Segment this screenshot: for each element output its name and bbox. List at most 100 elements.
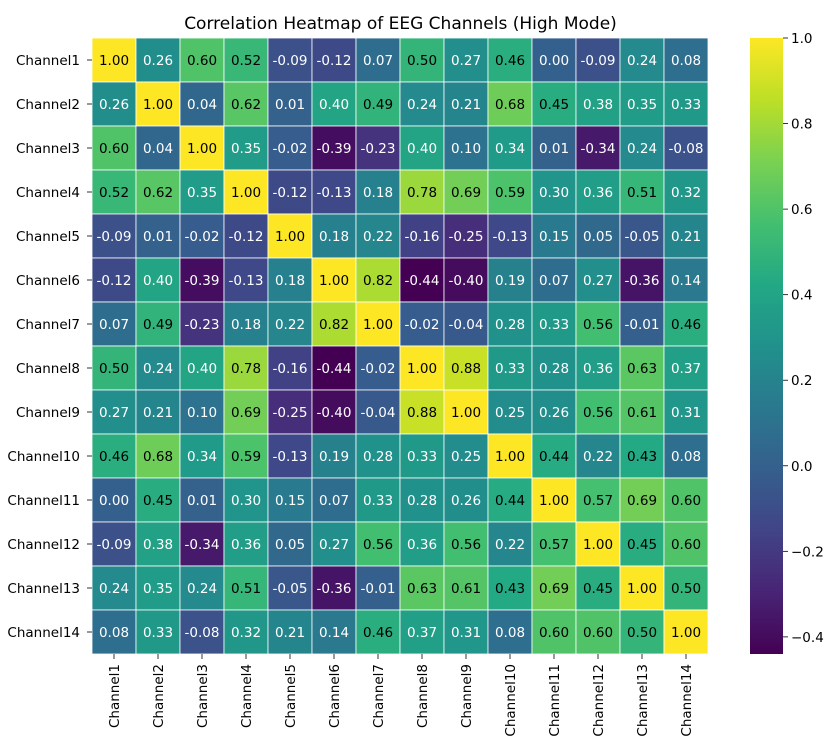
cell-value-label: 0.04	[143, 141, 173, 157]
column-tick-label: Channel14	[679, 664, 695, 737]
cell-value-label: 0.25	[451, 449, 481, 465]
cell-value-label: 0.28	[363, 449, 393, 465]
cell-value-label: 0.63	[627, 361, 657, 377]
cell-value-label: 1.00	[583, 537, 613, 553]
heatmap-cell	[355, 169, 401, 215]
cell-value-label: 0.59	[495, 185, 525, 201]
cell-value-label: 0.27	[583, 273, 613, 289]
heatmap-cell	[663, 213, 709, 259]
cell-value-label: 0.78	[231, 361, 261, 377]
cell-value-label: 0.15	[539, 229, 569, 245]
cell-value-label: 0.37	[671, 361, 701, 377]
cell-value-label: 0.07	[363, 53, 393, 69]
cell-value-label: -0.01	[361, 581, 396, 597]
heatmap-cell	[619, 565, 665, 611]
cell-value-label: 1.00	[671, 625, 701, 641]
cell-value-label: 0.45	[583, 581, 613, 597]
colorbar-tick-label: 1.0	[791, 31, 812, 47]
heatmap-cell	[179, 125, 225, 171]
heatmap-cell	[575, 477, 621, 523]
cell-value-label: -0.08	[669, 141, 704, 157]
cell-value-label: -0.02	[185, 229, 220, 245]
heatmap-cell	[531, 301, 577, 347]
cell-value-label: 0.24	[143, 361, 173, 377]
cell-value-label: 0.36	[407, 537, 437, 553]
heatmap-cell	[399, 257, 445, 303]
cell-value-label: 0.21	[451, 97, 481, 113]
cell-value-label: 0.18	[231, 317, 261, 333]
cell-value-label: 0.62	[143, 185, 173, 201]
cell-value-label: 0.60	[99, 141, 129, 157]
cell-value-label: 0.01	[275, 97, 305, 113]
column-labels: Channel1 Channel2 Channel3 Channel4 Channel5…	[107, 654, 695, 737]
cell-value-label: 0.24	[187, 581, 217, 597]
heatmap-cell	[91, 37, 137, 83]
row-tick-label: Channel6	[16, 273, 80, 289]
heatmap-cell	[663, 345, 709, 391]
heatmap-cell	[443, 257, 489, 303]
cell-value-label: 0.51	[231, 581, 261, 597]
heatmap-cell	[135, 433, 181, 479]
heatmap-cell	[267, 609, 313, 655]
cell-value-label: 1.00	[627, 581, 657, 597]
cell-value-label: 0.43	[627, 449, 657, 465]
cell-value-label: 0.28	[539, 361, 569, 377]
cell-value-label: 0.26	[451, 493, 481, 509]
heatmap-cell	[91, 345, 137, 391]
cell-value-label: -0.23	[185, 317, 220, 333]
cell-value-label: 0.01	[187, 493, 217, 509]
cell-value-label: 0.32	[671, 185, 701, 201]
heatmap-cell	[399, 521, 445, 567]
cell-value-label: -0.02	[273, 141, 308, 157]
cell-value-label: 1.00	[539, 493, 569, 509]
column-tick-label: Channel5	[283, 664, 299, 728]
cell-value-label: 0.08	[99, 625, 129, 641]
cell-value-label: 0.32	[231, 625, 261, 641]
column-tick-label: Channel10	[503, 664, 519, 737]
cell-value-label: 0.37	[407, 625, 437, 641]
cell-value-label: 0.61	[451, 581, 481, 597]
heatmap-cell	[531, 257, 577, 303]
heatmap-cell	[91, 389, 137, 435]
cell-value-label: 0.34	[495, 141, 525, 157]
cell-value-label: 0.40	[143, 273, 173, 289]
cell-value-label: -0.12	[317, 53, 352, 69]
colorbar	[750, 38, 783, 654]
heatmap-cell	[91, 169, 137, 215]
cell-value-label: 0.21	[671, 229, 701, 245]
heatmap-cell	[267, 81, 313, 127]
heatmap-cell	[311, 81, 357, 127]
cell-value-label: 0.59	[231, 449, 261, 465]
heatmap-cell	[267, 433, 313, 479]
heatmap-cell	[443, 477, 489, 523]
heatmap-cell	[91, 521, 137, 567]
cell-value-label: -0.04	[361, 405, 396, 421]
heatmap-cell	[223, 81, 269, 127]
heatmap-cell	[399, 433, 445, 479]
heatmap-cell	[487, 345, 533, 391]
heatmap-cell	[663, 433, 709, 479]
cell-value-label: 0.82	[319, 317, 349, 333]
heatmap-cell	[267, 565, 313, 611]
cell-value-label: -0.05	[273, 581, 308, 597]
heatmap-cell	[135, 81, 181, 127]
heatmap-cell	[179, 257, 225, 303]
row-tick-label: Channel12	[7, 537, 80, 553]
cell-value-label: 0.01	[143, 229, 173, 245]
cell-value-label: 0.07	[539, 273, 569, 289]
heatmap-cell	[663, 37, 709, 83]
heatmap-cell	[663, 169, 709, 215]
heatmap-cell	[267, 301, 313, 347]
cell-value-label: 0.51	[627, 185, 657, 201]
heatmap-cell	[663, 125, 709, 171]
cell-value-label: 0.40	[407, 141, 437, 157]
heatmap-cell	[311, 609, 357, 655]
cell-value-label: 0.30	[231, 493, 261, 509]
cell-value-label: 0.14	[319, 625, 349, 641]
heatmap-cell	[663, 389, 709, 435]
cell-value-label: -0.12	[229, 229, 264, 245]
heatmap-cell	[311, 433, 357, 479]
cell-value-label: 0.24	[627, 141, 657, 157]
cell-value-label: 0.26	[539, 405, 569, 421]
